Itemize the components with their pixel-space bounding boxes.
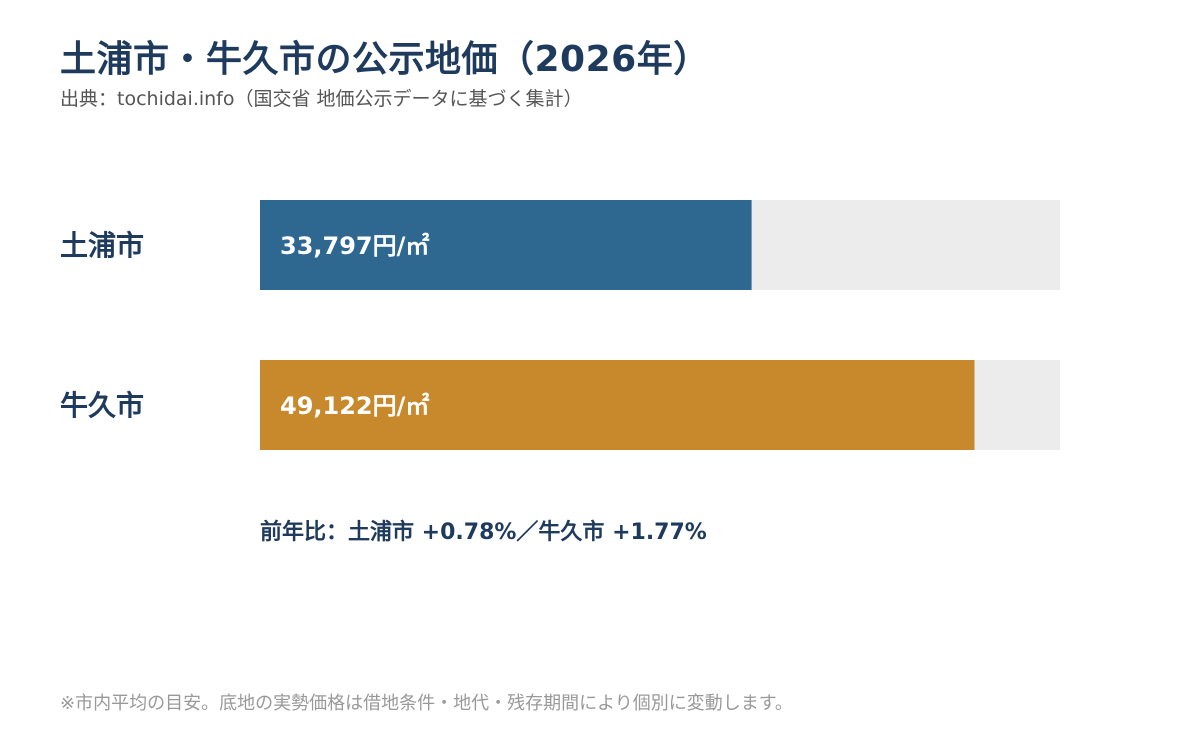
bar (260, 200, 752, 290)
bar (260, 360, 975, 450)
chart-source: 出典：tochidai.info（国交省 地価公示データに基づく集計） (60, 88, 583, 110)
bar-row: 土浦市 33,797円/㎡ (60, 200, 1060, 290)
data-label: 33,797円/㎡ (280, 232, 429, 260)
category-label: 土浦市 (60, 229, 144, 262)
year-over-year-note: 前年比：土浦市 +0.78%／牛久市 +1.77% (260, 520, 707, 545)
chart-title: 土浦市・牛久市の公示地価（2026年） (60, 39, 710, 80)
footnote: ※市内平均の目安。底地の実勢価格は借地条件・地代・残存期間により個別に変動します… (60, 693, 793, 714)
bar-row: 牛久市 49,122円/㎡ (60, 360, 1060, 450)
data-label: 49,122円/㎡ (280, 392, 429, 420)
category-label: 牛久市 (60, 389, 144, 422)
